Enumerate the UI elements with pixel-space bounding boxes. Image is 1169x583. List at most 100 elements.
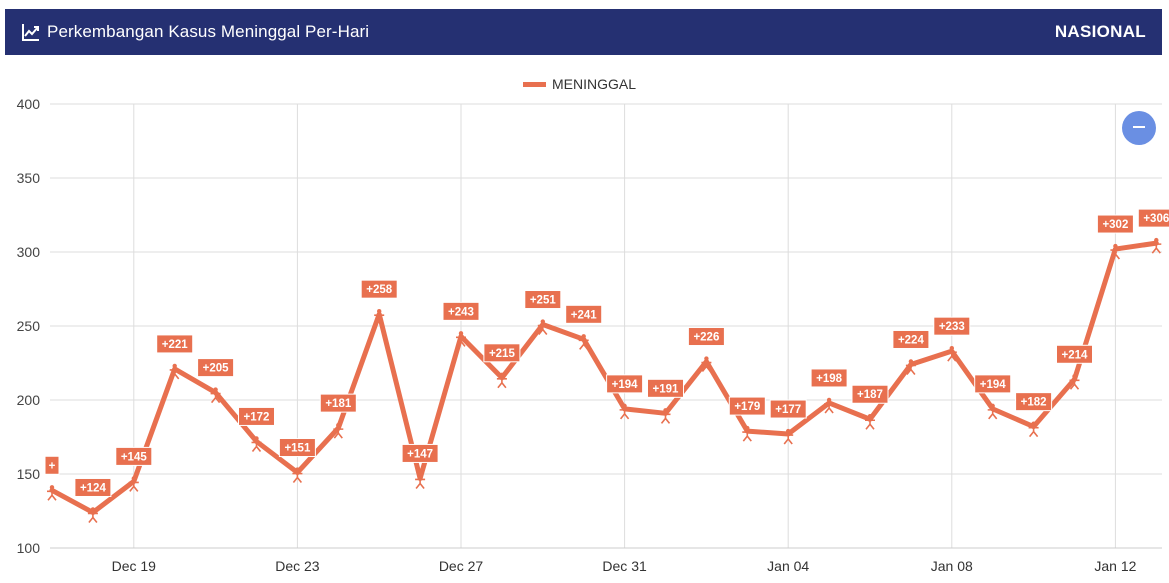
y-tick-label: 200 (17, 392, 41, 408)
data-label: +124 (74, 477, 112, 497)
svg-text:+124: +124 (80, 482, 107, 494)
data-point-marker[interactable] (251, 436, 262, 452)
data-label: +221 (156, 334, 194, 354)
data-point-marker[interactable] (210, 387, 221, 404)
data-label: +181 (319, 393, 357, 413)
data-point-marker[interactable] (169, 363, 180, 380)
legend[interactable]: MENINGGAL (523, 76, 636, 92)
data-point-marker[interactable] (660, 408, 671, 424)
y-tick-label: 400 (17, 96, 41, 112)
x-tick-label: Dec 31 (602, 558, 647, 574)
data-point-marker[interactable] (824, 397, 835, 414)
x-tick-label: Dec 23 (275, 558, 320, 574)
data-point-marker[interactable] (1151, 237, 1162, 254)
data-point-marker[interactable] (1069, 374, 1080, 390)
svg-text:+302: +302 (1102, 219, 1128, 231)
svg-text:+258: +258 (366, 284, 393, 296)
data-point-marker[interactable] (987, 403, 998, 420)
svg-text:+191: +191 (653, 383, 680, 395)
svg-text:+224: +224 (898, 334, 925, 346)
data-point-marker[interactable] (374, 308, 385, 325)
svg-text:+194: +194 (612, 379, 639, 391)
data-point-marker[interactable] (1028, 421, 1039, 438)
series-markers (47, 237, 1162, 523)
minus-icon (1133, 126, 1145, 129)
data-label: +194 (974, 374, 1012, 394)
legend-label: MENINGGAL (552, 76, 636, 92)
data-label: +177 (769, 399, 807, 419)
grid-lines (50, 103, 1162, 549)
svg-text:+221: +221 (162, 339, 189, 351)
data-label: +243 (442, 301, 480, 321)
data-point-marker[interactable] (619, 403, 630, 420)
data-label: +251 (524, 290, 562, 310)
data-point-marker[interactable] (1110, 243, 1121, 260)
data-point-marker[interactable] (47, 485, 57, 501)
data-label: +145 (115, 446, 153, 466)
data-point-marker[interactable] (415, 473, 426, 489)
series-line-path (49, 240, 1159, 515)
svg-text:+243: +243 (448, 306, 474, 318)
y-tick-label: 100 (17, 540, 41, 556)
svg-text:+215: +215 (489, 348, 516, 360)
data-point-marker[interactable] (783, 428, 794, 445)
y-tick-label: 150 (17, 466, 41, 482)
data-point-marker[interactable] (333, 422, 344, 439)
x-tick-label: Jan 08 (931, 558, 973, 574)
data-label: +215 (483, 343, 521, 363)
svg-text:+179: +179 (734, 401, 760, 413)
region-label: NASIONAL (1054, 22, 1146, 41)
data-point-marker[interactable] (742, 425, 753, 442)
data-label: +151 (278, 438, 316, 458)
data-point-marker[interactable] (537, 319, 548, 336)
data-label: +226 (687, 327, 725, 347)
svg-text:+151: +151 (284, 443, 311, 455)
legend-swatch (523, 82, 546, 87)
line-chart-icon (21, 22, 41, 42)
svg-text:+214: +214 (1062, 349, 1089, 361)
data-point-marker[interactable] (946, 345, 957, 362)
data-label: +224 (892, 329, 930, 349)
data-point-marker[interactable] (128, 476, 139, 492)
data-label: +191 (647, 378, 684, 398)
data-point-marker[interactable] (578, 334, 589, 350)
y-tick-label: 250 (17, 318, 41, 334)
svg-text:+187: +187 (857, 389, 883, 401)
svg-text:+147: +147 (407, 448, 433, 460)
data-label: +147 (401, 443, 439, 463)
svg-text:+145: +145 (121, 451, 148, 463)
x-tick-label: Jan 12 (1094, 558, 1136, 574)
data-labels: + +124 +145 +221 +205 +172 +151 +181 +258 +147 +24… (44, 208, 1169, 497)
data-label: +179 (728, 396, 766, 416)
header-title-group: Perkembangan Kasus Meninggal Per-Hari (21, 22, 369, 42)
data-point-marker[interactable] (865, 414, 875, 430)
y-tick-label: 350 (17, 170, 41, 186)
data-label: +205 (197, 358, 235, 378)
data-point-marker[interactable] (701, 356, 712, 373)
svg-text:+172: +172 (244, 411, 270, 423)
data-point-marker[interactable] (496, 372, 507, 389)
svg-text:+241: +241 (571, 309, 598, 321)
data-point-marker[interactable] (292, 467, 303, 484)
chart-header: Perkembangan Kasus Meninggal Per-Hari NA… (5, 9, 1162, 55)
data-point-marker[interactable] (905, 359, 916, 375)
svg-text:+181: +181 (325, 398, 352, 410)
data-label: +258 (360, 279, 398, 299)
svg-text:+226: +226 (693, 332, 719, 344)
data-label: +194 (606, 374, 644, 394)
series-line (49, 240, 1159, 515)
x-tick-label: Dec 27 (439, 558, 484, 574)
data-point-marker[interactable] (87, 507, 98, 523)
x-tick-label: Jan 04 (767, 558, 809, 574)
svg-text:+233: +233 (939, 321, 965, 333)
data-point-marker[interactable] (456, 331, 466, 347)
data-label: +302 (1096, 214, 1134, 234)
zoom-out-button[interactable] (1122, 111, 1156, 145)
axis-labels: 100 150 200 250 300 350 400 Dec 19 Dec 23 Dec 27 D… (17, 96, 1137, 574)
svg-text:+205: +205 (203, 363, 230, 375)
data-label: +233 (933, 316, 971, 336)
svg-text:+: + (49, 460, 56, 472)
data-label: + (44, 455, 60, 475)
svg-text:+194: +194 (980, 379, 1007, 391)
